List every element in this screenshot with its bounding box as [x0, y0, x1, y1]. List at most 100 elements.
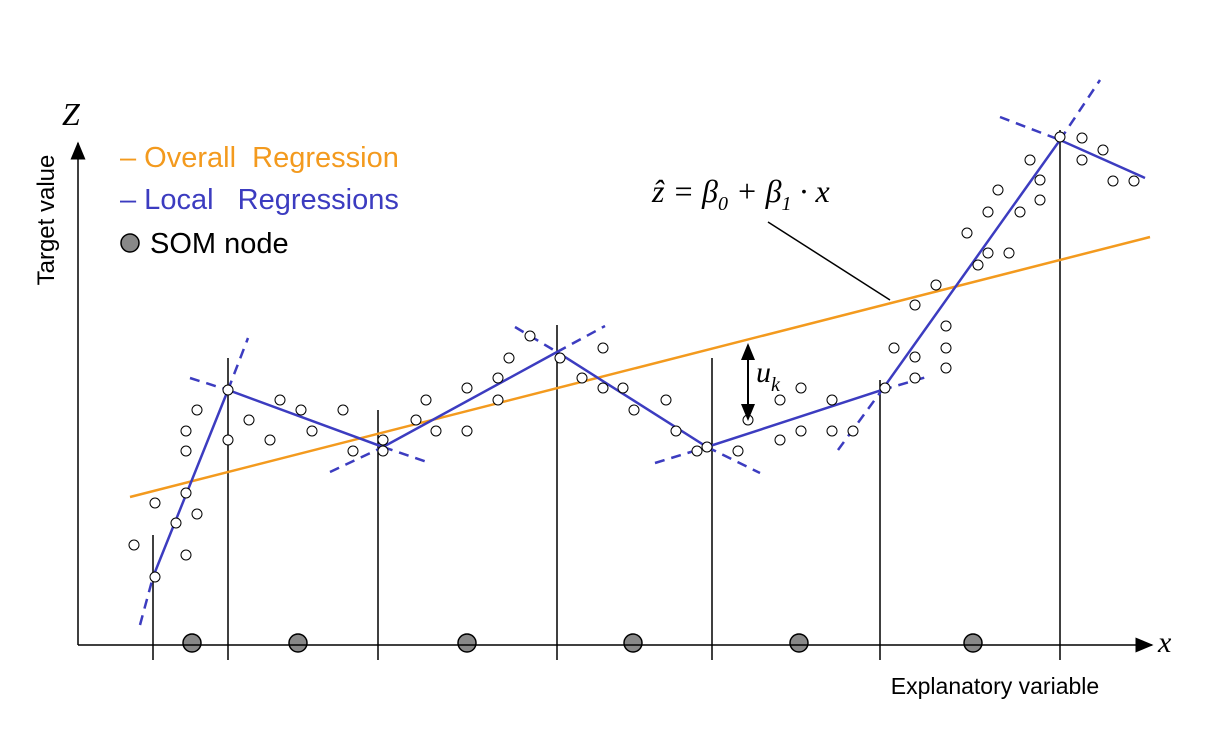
som-node: [963, 633, 983, 653]
observation: [628, 404, 640, 416]
observation: [774, 394, 786, 406]
local-regression-extension: [999, 115, 1061, 142]
formula-part: + β: [728, 173, 782, 209]
formula-leader: [767, 221, 891, 301]
local-regression-extension: [329, 445, 384, 474]
observation: [1076, 132, 1088, 144]
observation: [795, 425, 807, 437]
observation: [597, 382, 609, 394]
observation: [961, 227, 973, 239]
observation: [337, 404, 349, 416]
residual-symbol: u: [756, 356, 771, 389]
residual-label: uk: [756, 356, 781, 396]
observation: [701, 441, 713, 453]
local-regression-extension: [556, 324, 606, 354]
local-regressions: [151, 138, 1146, 578]
local-regression-extension: [1058, 79, 1102, 141]
observation: [826, 394, 838, 406]
observation: [554, 352, 566, 364]
observation: [826, 425, 838, 437]
observation: [847, 425, 859, 437]
observation: [180, 487, 192, 499]
observation: [347, 445, 359, 457]
observation: [524, 330, 536, 342]
observation: [992, 184, 1004, 196]
observation: [1003, 247, 1015, 259]
som-node: [182, 633, 202, 653]
observation: [909, 299, 921, 311]
observation: [1097, 144, 1109, 156]
som-node: [457, 633, 477, 653]
observation: [461, 382, 473, 394]
observation: [503, 352, 515, 364]
local-regression-extension: [706, 445, 761, 475]
observation: [1034, 174, 1046, 186]
overall-regression: [129, 235, 1151, 499]
local-regression-extension: [226, 337, 250, 391]
observation: [982, 206, 994, 218]
x-axis-label: Explanatory variable: [891, 673, 1099, 699]
observation: [492, 394, 504, 406]
observation: [377, 434, 389, 446]
observation: [597, 342, 609, 354]
observation: [1024, 154, 1036, 166]
observation: [1107, 175, 1119, 187]
formula-part: · x: [792, 173, 830, 209]
local-regression-extension: [382, 445, 431, 465]
legend-node: SOM node: [150, 228, 289, 260]
observation: [128, 539, 140, 551]
formula-subscript: 1: [782, 193, 792, 215]
legend-node-marker: [120, 233, 140, 253]
formula: ẑ = β0 + β1 · x: [651, 173, 830, 215]
observation: [670, 425, 682, 437]
observation: [732, 445, 744, 457]
local-regression-extension: [138, 576, 155, 626]
residual-arrowheads: [741, 343, 755, 421]
y-symbol: Z: [62, 96, 81, 132]
observation: [576, 372, 588, 384]
observation: [1054, 131, 1066, 143]
observation: [410, 414, 422, 426]
observation: [274, 394, 286, 406]
y-axis-label: Target value: [33, 155, 60, 286]
som-node: [789, 633, 809, 653]
observation: [170, 517, 182, 529]
observation: [795, 382, 807, 394]
x-symbol: x: [1157, 626, 1172, 659]
observation: [461, 425, 473, 437]
observation: [940, 342, 952, 354]
observation: [149, 571, 161, 583]
observation: [180, 549, 192, 561]
observation: [888, 342, 900, 354]
plot-area: [128, 79, 1151, 660]
legend-local: – Local Regressions: [120, 184, 399, 216]
som-node: [288, 633, 308, 653]
observation: [222, 434, 234, 446]
observation: [420, 394, 432, 406]
local-regression-extension: [514, 325, 558, 354]
observation: [306, 425, 318, 437]
observation: [1034, 194, 1046, 206]
formula-subscript: 0: [718, 193, 728, 215]
observation: [180, 445, 192, 457]
legend-overall: – Overall Regression: [120, 142, 399, 174]
observation: [691, 445, 703, 457]
observation: [774, 434, 786, 446]
observation: [982, 247, 994, 259]
observation: [180, 425, 192, 437]
residual-subscript: k: [771, 374, 781, 396]
observation: [940, 320, 952, 332]
observation: [1014, 206, 1026, 218]
observation: [909, 351, 921, 363]
observation: [191, 404, 203, 416]
local-regression-extension: [836, 389, 884, 451]
observation: [930, 279, 942, 291]
observation: [191, 508, 203, 520]
observation: [940, 362, 952, 374]
observation: [243, 414, 255, 426]
observation: [879, 382, 891, 394]
observation: [1076, 154, 1088, 166]
observation: [617, 382, 629, 394]
som-node: [623, 633, 643, 653]
